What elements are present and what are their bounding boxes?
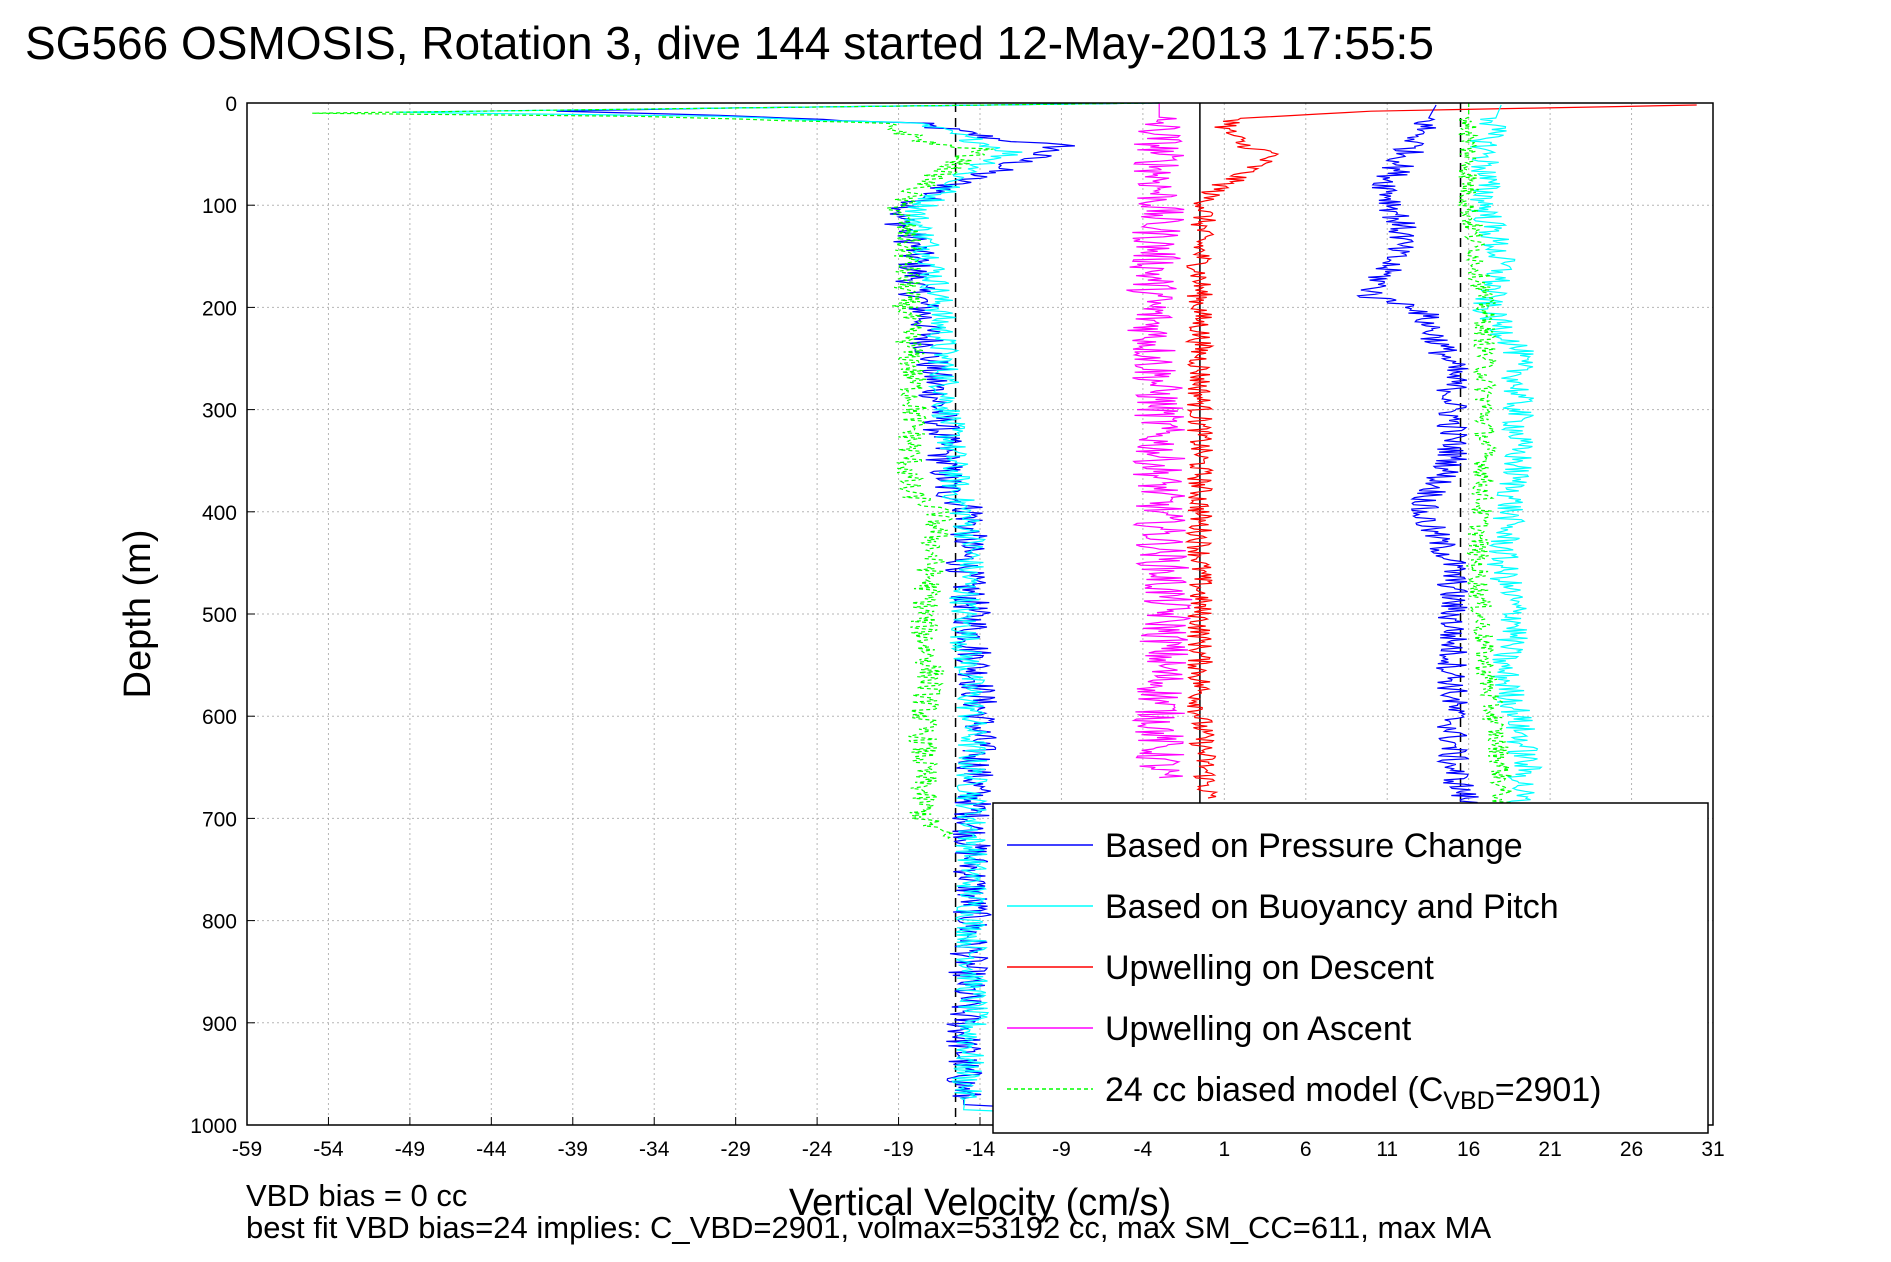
series-line-6 — [1469, 104, 1543, 809]
y-tick-label-5: 500 — [202, 604, 237, 627]
legend-subscript-4: VBD — [1443, 1087, 1494, 1115]
x-tick-label-16: 21 — [1538, 1138, 1561, 1161]
vbd-bias-note: VBD bias = 0 cc — [246, 1178, 468, 1213]
legend-label-4: 24 cc biased model (CVBD=2901) — [1105, 1071, 1602, 1115]
series-line-0 — [556, 102, 1502, 1121]
legend-box — [992, 802, 1709, 1134]
x-tick-label-1: -54 — [313, 1138, 344, 1161]
x-tick-label-11: -4 — [1134, 1138, 1153, 1161]
x-tick-label-15: 16 — [1457, 1138, 1480, 1161]
y-tick-label-8: 800 — [202, 911, 237, 934]
x-tick-label-0: -59 — [232, 1138, 262, 1161]
x-tick-label-14: 11 — [1376, 1138, 1398, 1161]
x-axis-label: Vertical Velocity (cm/s) — [789, 1182, 1171, 1224]
series-line-7 — [1457, 103, 1514, 809]
legend-label-3: Upwelling on Ascent — [1105, 1010, 1412, 1048]
x-tick-labels: -59 -54 -49 -44 -39 -34 -29 -24 -19 -14 -9 -4 1 6 11 16… — [232, 1117, 1725, 1161]
y-tick-labels: 0 100 200 300 400 500 600 700 800 900 1000 — [190, 93, 255, 1138]
y-tick-label-0: 0 — [225, 93, 237, 116]
y-tick-label-10: 1000 — [190, 1115, 237, 1138]
y-tick-label-6: 600 — [202, 706, 237, 729]
legend-label-1: Based on Buoyancy and Pitch — [1105, 888, 1559, 926]
x-tick-label-4: -39 — [558, 1138, 588, 1161]
best-fit-note: best fit VBD bias=24 implies: C_VBD=2901… — [246, 1210, 1492, 1245]
series-line-3 — [1126, 103, 1193, 779]
x-tick-label-12: 1 — [1218, 1138, 1230, 1161]
x-tick-label-6: -29 — [720, 1138, 750, 1161]
x-tick-label-7: -24 — [802, 1138, 833, 1161]
y-tick-label-9: 900 — [202, 1013, 237, 1036]
legend-label-2: Upwelling on Descent — [1105, 949, 1434, 987]
legend: Based on Pressure Change Based on Buoyanc… — [992, 802, 1709, 1134]
legend-suffix-4: =2901) — [1495, 1071, 1602, 1109]
y-tick-label-3: 300 — [202, 400, 237, 423]
x-tick-label-10: -9 — [1052, 1138, 1071, 1161]
x-tick-label-17: 26 — [1620, 1138, 1643, 1161]
x-tick-label-18: 31 — [1701, 1138, 1724, 1161]
series-line-2 — [1184, 104, 1697, 799]
y-axis-label: Depth (m) — [117, 530, 159, 699]
chart-title: SG566 OSMOSIS, Rotation 3, dive 144 star… — [25, 17, 1434, 69]
series-line-5 — [1356, 104, 1479, 809]
series-lines — [312, 102, 1697, 1121]
series-line-1 — [393, 102, 1518, 1121]
legend-label-0: Based on Pressure Change — [1105, 827, 1523, 865]
y-tick-label-1: 100 — [202, 195, 237, 218]
x-tick-label-5: -34 — [639, 1138, 670, 1161]
x-tick-label-2: -49 — [395, 1138, 425, 1161]
y-tick-label-4: 400 — [202, 502, 237, 525]
y-tick-label-2: 200 — [202, 297, 237, 320]
x-tick-label-9: -14 — [965, 1138, 996, 1161]
x-tick-label-3: -44 — [476, 1138, 507, 1161]
y-tick-label-7: 700 — [202, 808, 237, 831]
x-tick-label-13: 6 — [1300, 1138, 1312, 1161]
series-line-4 — [312, 102, 1160, 840]
x-tick-label-8: -19 — [883, 1138, 913, 1161]
